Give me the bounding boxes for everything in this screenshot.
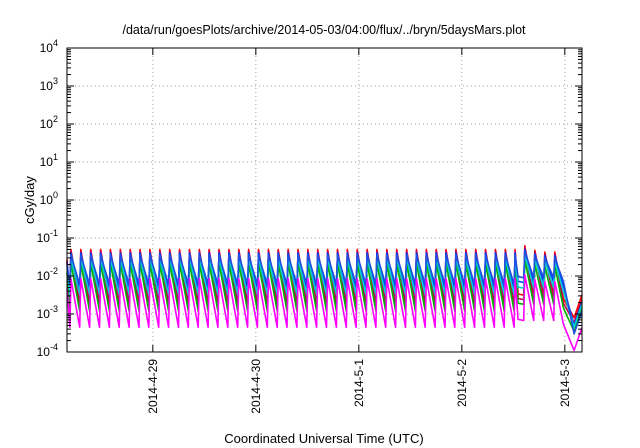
y-tick-base: 10 xyxy=(40,41,54,55)
x-axis-label: Coordinated Universal Time (UTC) xyxy=(224,431,423,446)
y-tick-base: 10 xyxy=(37,307,51,321)
chart-title: /data/run/goesPlots/archive/2014-05-03/0… xyxy=(122,23,526,37)
series-layer xyxy=(66,245,583,352)
y-tick-base: 10 xyxy=(37,345,51,359)
y-tick-label: 100 xyxy=(40,190,58,207)
series-line-6 xyxy=(66,250,583,335)
y-axis-label: cGy/day xyxy=(22,176,37,224)
y-tick-label: 10-4 xyxy=(37,342,58,359)
x-tick-label: 2014-5-1 xyxy=(352,359,366,407)
y-tick-label: 104 xyxy=(40,38,58,55)
y-tick-base: 10 xyxy=(40,193,54,207)
y-tick-label: 103 xyxy=(40,76,58,93)
series-line-7 xyxy=(66,274,583,352)
y-tick-exponent: 4 xyxy=(53,38,58,48)
y-tick-base: 10 xyxy=(40,155,54,169)
y-tick-base: 10 xyxy=(40,79,54,93)
y-tick-base: 10 xyxy=(37,231,51,245)
y-tick-exponent: -3 xyxy=(50,304,58,314)
x-tick-label: 2014-5-2 xyxy=(455,359,469,407)
y-tick-exponent: -4 xyxy=(50,342,58,352)
y-tick-label: 10-3 xyxy=(37,304,58,321)
y-tick-label: 10-2 xyxy=(37,266,58,283)
y-tick-base: 10 xyxy=(37,269,51,283)
y-tick-exponent: 2 xyxy=(53,114,58,124)
y-tick-exponent: -2 xyxy=(50,266,58,276)
y-tick-exponent: 1 xyxy=(53,152,58,162)
y-tick-exponent: 0 xyxy=(53,190,58,200)
x-tick-label: 2014-4-30 xyxy=(249,359,263,414)
x-tick-label: 2014-5-3 xyxy=(558,359,572,407)
grid-layer xyxy=(67,48,582,352)
y-tick-base: 10 xyxy=(40,117,54,131)
y-tick-label: 101 xyxy=(40,152,58,169)
y-tick-label: 102 xyxy=(40,114,58,131)
x-tick-label: 2014-4-29 xyxy=(146,359,160,414)
y-tick-exponent: 3 xyxy=(53,76,58,86)
y-tick-exponent: -1 xyxy=(50,228,58,238)
x-axis: 2014-4-29 2014-4-30 2014-5-1 2014-5-2 2014-5… xyxy=(146,48,572,414)
y-tick-label: 10-1 xyxy=(37,228,58,245)
